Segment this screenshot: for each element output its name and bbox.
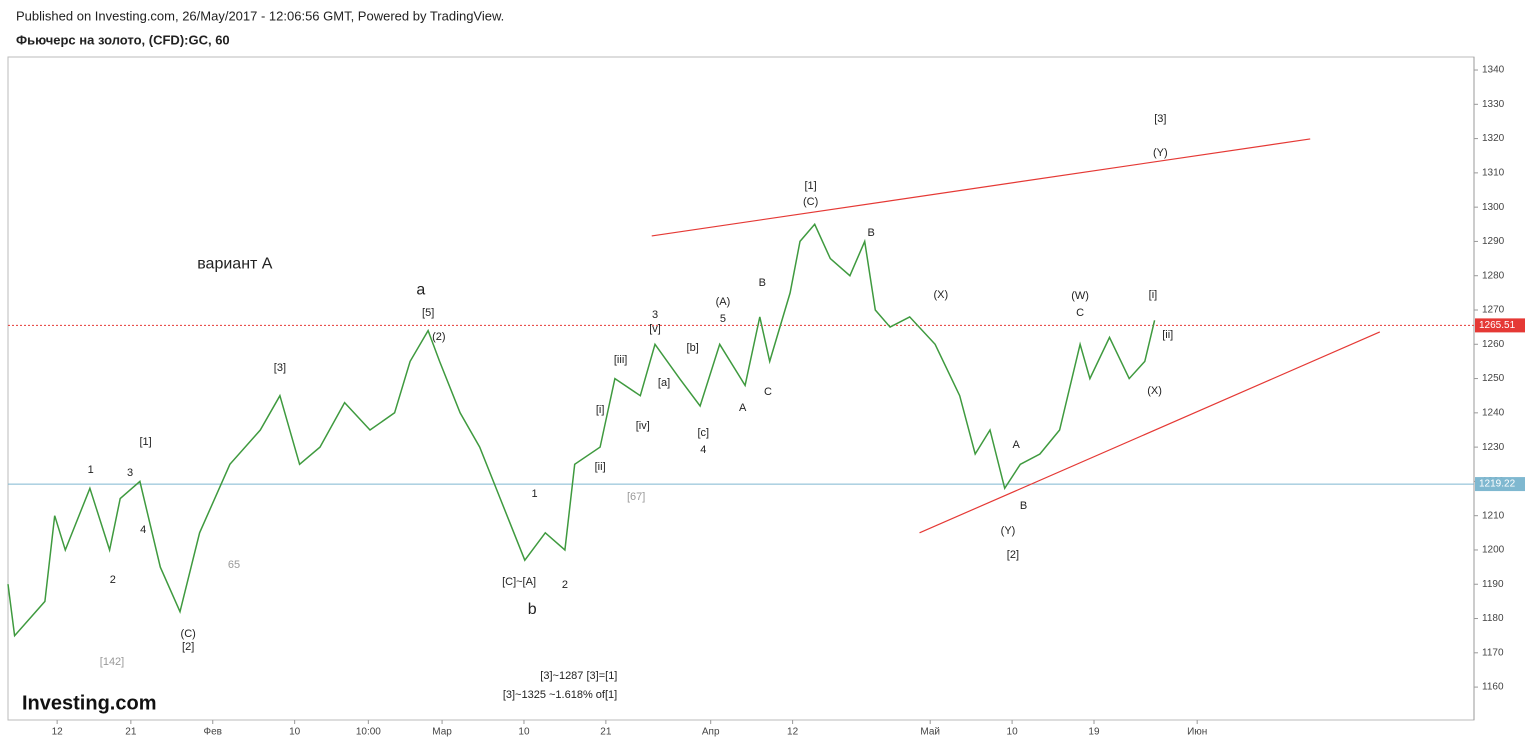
wave-label: A [739,402,747,414]
y-tick-label: 1340 [1482,65,1505,76]
wave-label: [1] [139,436,151,448]
wave-label: A [1013,439,1021,451]
x-tick-label: Мар [432,727,452,738]
wave-label: B [1020,500,1027,512]
y-tick-label: 1200 [1482,545,1505,556]
wave-label: (C) [803,196,818,208]
wave-label: [3] [1154,113,1166,125]
x-tick-label: Июн [1187,727,1207,738]
wave-label: (2) [432,331,445,343]
price-line-series [7,222,1156,638]
wave-label: [67] [627,491,645,503]
y-tick-label: 1250 [1482,373,1505,384]
x-tick-label: 10 [518,727,530,738]
wave-label: [iii] [614,354,627,366]
wave-label: (A) [716,296,731,308]
y-tick-label: 1170 [1482,647,1504,658]
x-tick-label: 10 [289,727,301,738]
x-tick-label: 19 [1088,727,1100,738]
logo: Investing.com [22,692,156,714]
wave-label: 3 [127,467,133,479]
wave-label: [ii] [1162,329,1173,341]
wave-label: [C]~[A] [502,576,536,588]
y-tick-label: 1260 [1482,339,1505,350]
x-tick-label: 21 [125,727,137,738]
price-label: 1219.22 [1479,479,1516,490]
x-tick-label: 12 [52,727,64,738]
trend-line [651,138,1311,237]
wave-label: [c] [698,427,710,439]
y-tick-label: 1230 [1482,442,1505,453]
wave-label: вариант А [197,255,273,272]
wave-label: [142] [100,656,124,668]
wave-label: [3] [274,362,286,374]
x-tick-label: 10:00 [356,727,381,738]
wave-label: [i] [1149,289,1158,301]
x-tick-label: 10 [1007,727,1019,738]
y-tick-label: 1300 [1482,202,1505,213]
y-tick-label: 1160 [1482,682,1504,693]
wave-label: [2] [182,641,194,653]
plot-frame [7,56,1475,721]
x-tick-label: Фев [204,727,222,738]
wave-label: (C) [181,628,196,640]
wave-label: [a] [658,377,670,389]
wave-label: a [416,281,425,298]
wave-label: [3]~1287 [3]=[1] [540,670,617,682]
y-tick-label: 1290 [1482,236,1505,247]
wave-label: 2 [110,574,116,586]
y-tick-label: 1240 [1482,407,1505,418]
wave-label: B [759,277,766,289]
wave-label: (W) [1071,290,1089,302]
y-tick-label: 1330 [1482,99,1505,110]
trend-line [919,331,1381,534]
y-tick-label: 1210 [1482,510,1505,521]
x-tick-label: 21 [600,727,612,738]
wave-label: [i] [596,404,605,416]
wave-label: C [1076,307,1084,319]
price-label-box [1475,477,1525,492]
symbol-title: Фьючерс на золото, (CFD):GC, 60 [16,32,230,47]
wave-label: (Y) [1001,525,1016,537]
wave-label: 4 [700,444,706,456]
wave-label: [iv] [636,420,650,432]
y-tick-label: 1190 [1482,579,1504,590]
wave-label: 1 [88,464,94,476]
wave-label: [ii] [595,461,606,473]
x-tick-label: Май [920,727,940,738]
wave-label: (X) [933,289,948,301]
wave-label: 2 [562,579,568,591]
y-tick-label: 1280 [1482,270,1505,281]
wave-label: (X) [1147,385,1162,397]
wave-label: B [868,227,875,239]
wave-label: [v] [649,323,661,335]
wave-label: (Y) [1153,147,1168,159]
wave-label: 3 [652,309,658,321]
wave-label: [3]~1325 ~1.618% of[1] [503,689,617,701]
wave-label: 4 [140,524,146,536]
y-tick-label: 1270 [1482,305,1505,316]
price-label-box [1475,318,1525,333]
wave-label: 1 [532,488,538,500]
wave-label: b [528,601,537,618]
x-tick-label: Апр [702,727,720,738]
y-tick-label: 1320 [1482,133,1505,144]
wave-label: [1] [804,180,816,192]
wave-label: [2] [1007,549,1019,561]
wave-label: C [764,386,772,398]
wave-label: [b] [687,342,699,354]
wave-label: 5 [720,313,726,325]
price-label: 1265.51 [1479,320,1516,331]
x-tick-label: 12 [787,727,799,738]
wave-label: [5] [422,307,434,319]
y-tick-label: 1310 [1482,168,1505,179]
published-note: Published on Investing.com, 26/May/2017 … [16,8,504,23]
y-tick-label: 1180 [1482,613,1504,624]
wave-label: 65 [228,559,240,571]
